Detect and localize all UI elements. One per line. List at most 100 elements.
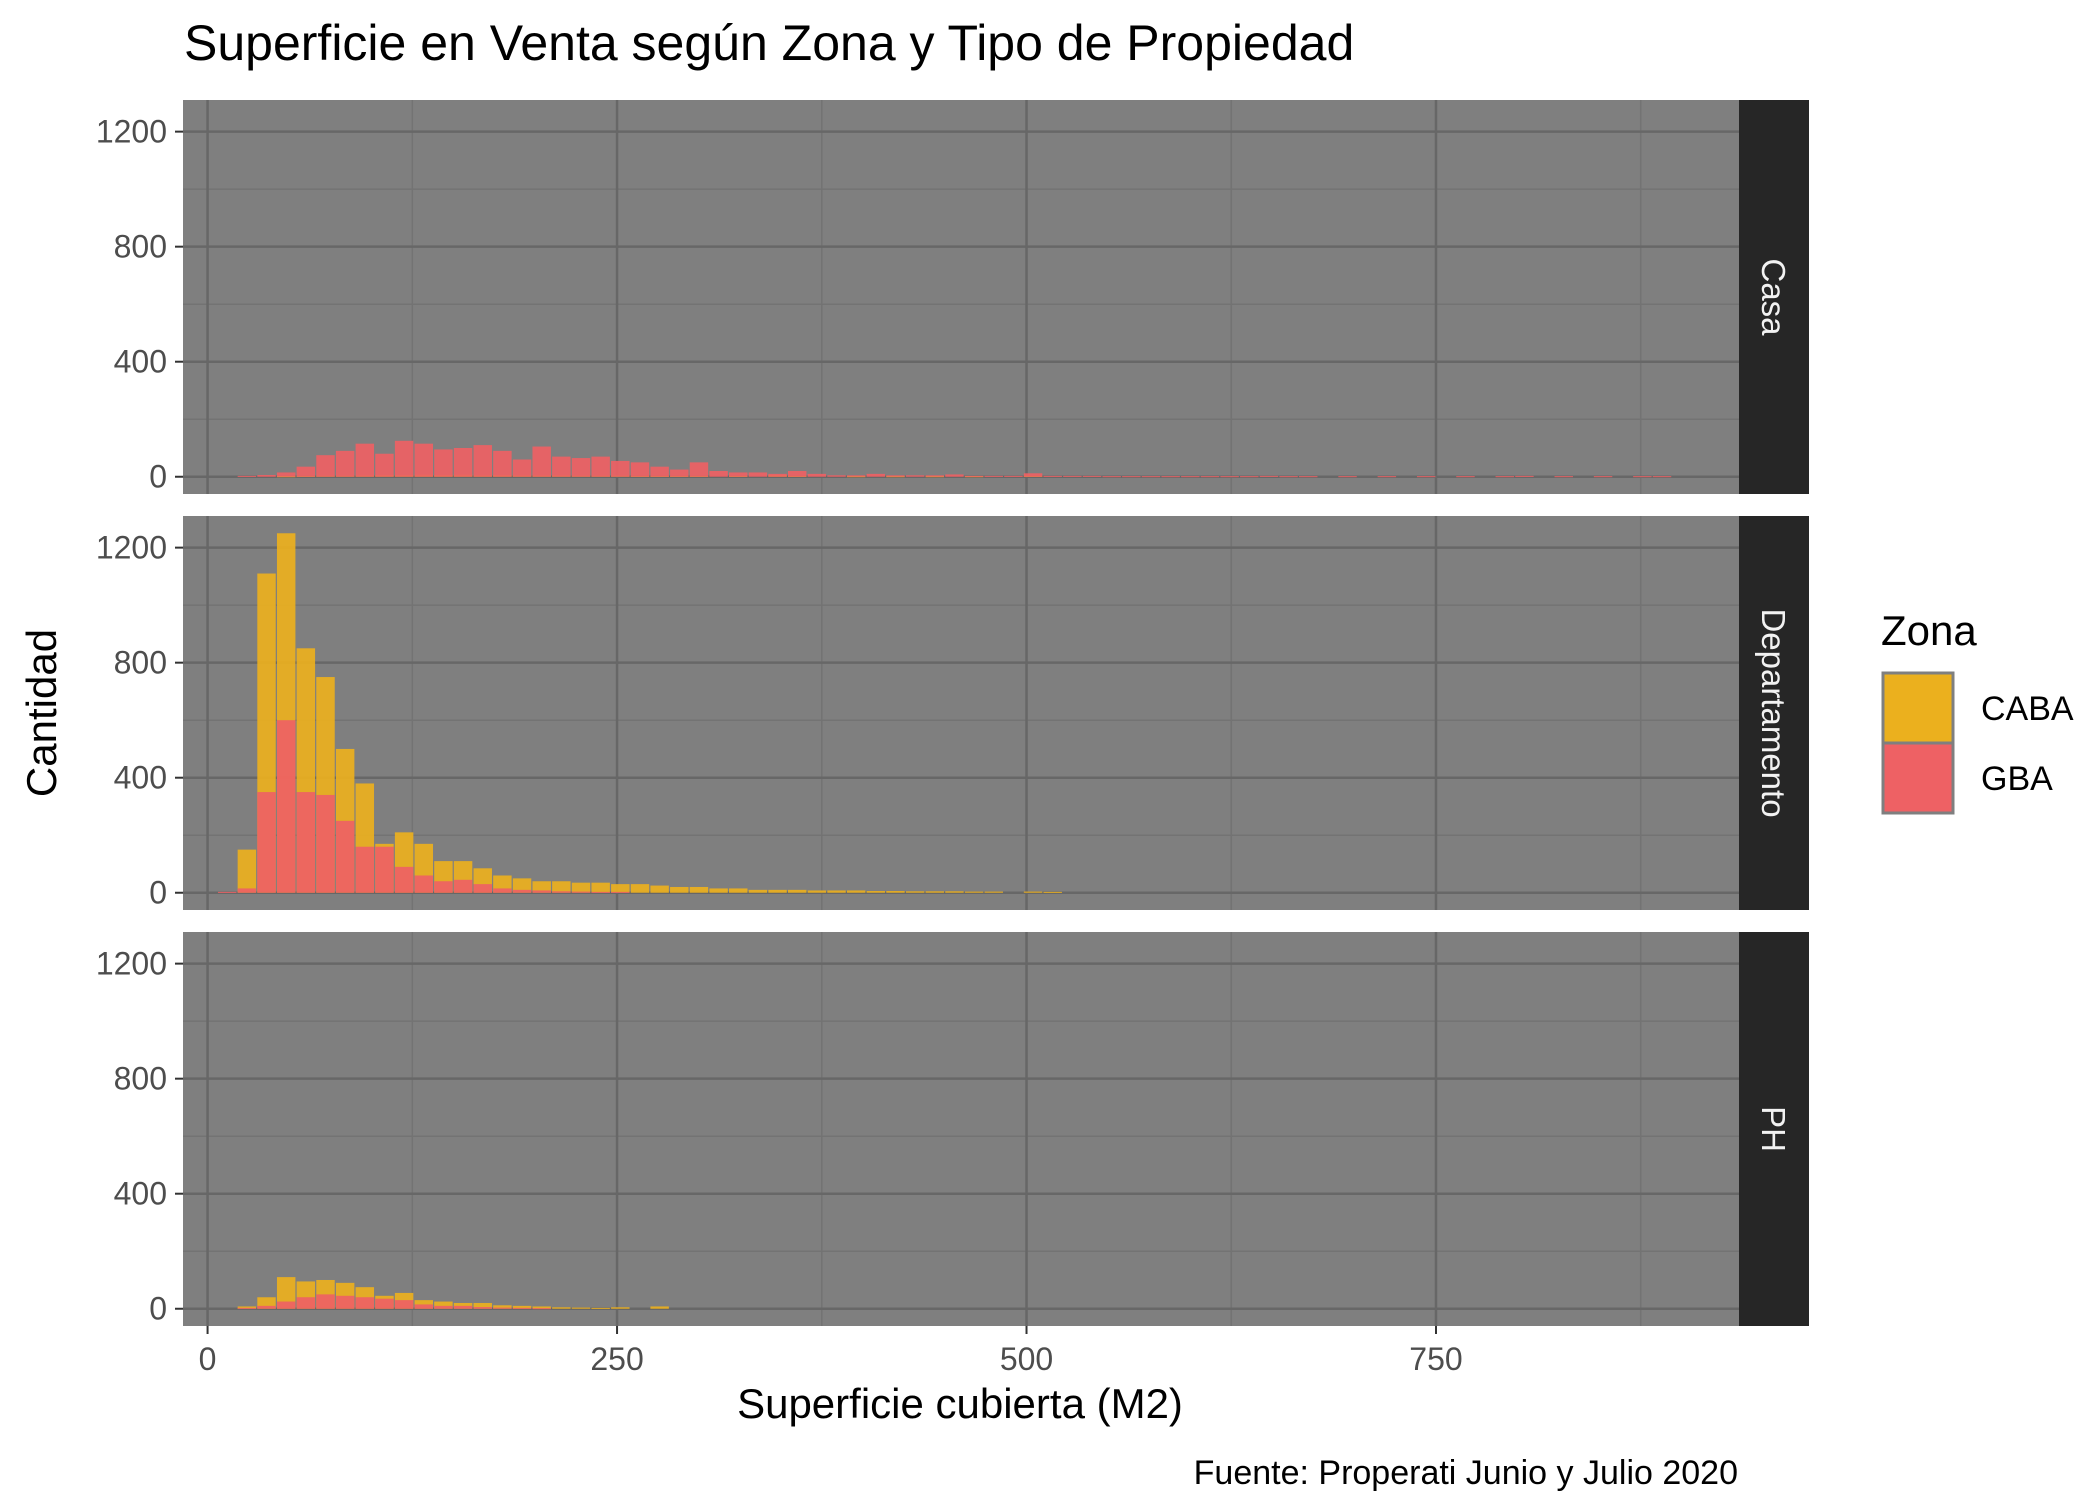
facet-strip-label: Casa	[1755, 258, 1792, 336]
bar	[650, 885, 669, 893]
bar	[945, 891, 964, 893]
bar	[729, 888, 748, 893]
bar	[611, 460, 630, 477]
y-tick-label: 1200	[96, 946, 167, 982]
bar	[217, 891, 237, 893]
bar	[276, 472, 296, 477]
bar	[532, 890, 551, 893]
facet-strip-label: Departamento	[1755, 608, 1792, 817]
bar	[571, 1307, 591, 1309]
bar	[925, 891, 945, 893]
bar	[316, 794, 335, 893]
bar	[237, 888, 257, 893]
bar	[1004, 475, 1023, 477]
bar	[866, 891, 886, 893]
bar	[355, 1297, 375, 1309]
bar	[355, 443, 375, 477]
bar	[512, 889, 532, 893]
bar	[886, 891, 905, 893]
bar	[473, 884, 492, 893]
bar	[689, 462, 709, 477]
bar	[493, 888, 512, 893]
x-axis-title: Superficie cubierta (M2)	[737, 1380, 1183, 1427]
bar	[650, 1306, 669, 1309]
bar	[493, 1305, 512, 1309]
x-tick-label: 750	[1409, 1341, 1462, 1377]
bar	[296, 792, 316, 893]
legend-key-caba	[1881, 671, 1955, 745]
bar	[335, 820, 355, 893]
bar	[335, 450, 355, 477]
bar	[925, 475, 945, 477]
facet-strip-label: PH	[1755, 1106, 1792, 1152]
bar	[257, 475, 276, 477]
bar	[1633, 476, 1652, 478]
bar	[237, 1306, 257, 1309]
bar	[512, 459, 532, 477]
y-tick-label: 0	[149, 875, 167, 911]
bar	[768, 473, 787, 477]
series-gba	[237, 440, 1672, 478]
facet-panels: 0 400 800 1200 Casa 0 400 800 1200 Departamento 0 4…	[96, 100, 1809, 1377]
bar	[611, 884, 630, 893]
bar	[375, 846, 394, 893]
bar	[611, 891, 630, 893]
bar	[787, 889, 807, 893]
bar	[1161, 476, 1180, 478]
bar	[414, 1304, 433, 1309]
bar	[670, 886, 689, 893]
bar	[1063, 475, 1082, 477]
bar	[945, 474, 964, 477]
bar	[591, 456, 610, 477]
bar	[493, 450, 512, 477]
y-tick-label: 1200	[96, 530, 167, 566]
bar	[1240, 476, 1259, 478]
bar	[866, 473, 886, 477]
bar	[276, 720, 296, 893]
bar	[414, 443, 433, 477]
bar	[512, 878, 532, 893]
bar	[709, 470, 728, 477]
bar	[512, 1305, 532, 1309]
bar	[591, 882, 610, 893]
bar	[1023, 891, 1043, 893]
bar	[257, 1305, 276, 1309]
bar	[1299, 476, 1318, 478]
bar	[807, 473, 827, 477]
bar	[1495, 476, 1515, 478]
bar	[532, 881, 551, 893]
bar	[473, 445, 492, 477]
bar	[473, 1307, 492, 1309]
facet-panel-casa: 0 400 800 1200 Casa	[96, 100, 1809, 495]
facet-strip	[1739, 100, 1809, 494]
bar	[1043, 475, 1062, 477]
bar	[355, 846, 375, 893]
y-tick-label: 400	[114, 344, 167, 380]
bar	[807, 890, 827, 893]
y-tick-label: 800	[114, 1061, 167, 1097]
bar	[316, 1294, 335, 1309]
bar	[296, 466, 316, 477]
bar	[709, 888, 728, 893]
legend-key-gba	[1881, 741, 1955, 815]
bar	[571, 458, 591, 477]
bar	[493, 1307, 512, 1309]
bar	[375, 453, 394, 477]
bar	[1082, 475, 1102, 477]
series-gba	[217, 720, 630, 893]
bar	[335, 1295, 355, 1309]
facet-strip	[1739, 516, 1809, 910]
bar	[846, 475, 866, 477]
bar	[650, 466, 669, 477]
bar	[768, 889, 787, 893]
bar	[905, 475, 925, 477]
bar	[964, 891, 984, 893]
bar	[296, 1297, 316, 1309]
facet-panel-departamento: 0 400 800 1200 Departamento	[96, 516, 1809, 911]
bar	[1279, 476, 1298, 478]
series-gba	[237, 1294, 551, 1310]
bar	[1141, 476, 1161, 478]
bar	[670, 469, 689, 477]
y-tick-label: 400	[114, 760, 167, 796]
bar	[748, 472, 768, 477]
